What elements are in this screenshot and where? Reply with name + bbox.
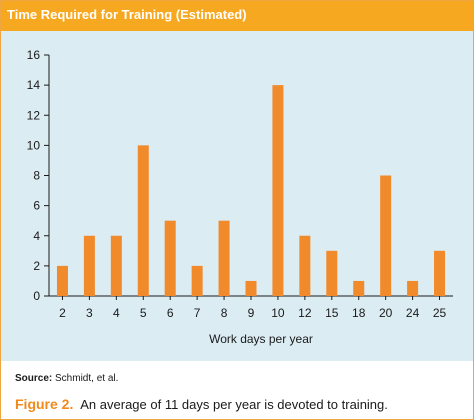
bar-15 <box>326 250 338 296</box>
y-tick-label-16: 16 <box>27 48 41 62</box>
x-tick-label-18: 18 <box>352 306 366 320</box>
y-tick-label-2: 2 <box>33 259 40 273</box>
x-tick-label-10: 10 <box>271 306 285 320</box>
bar-24 <box>407 280 419 296</box>
y-tick-label-4: 4 <box>33 229 40 243</box>
figure-caption: Figure 2. An average of 11 days per year… <box>15 396 388 412</box>
y-tick-label-12: 12 <box>27 108 41 122</box>
y-tick-label-10: 10 <box>27 138 41 152</box>
y-tick-label-6: 6 <box>33 199 40 213</box>
y-tick-label-14: 14 <box>27 78 41 92</box>
source-label: Source: <box>15 373 53 384</box>
x-tick-label-2: 2 <box>59 306 66 320</box>
x-axis-title: Work days per year <box>209 332 313 346</box>
x-tick-label-3: 3 <box>86 306 93 320</box>
caption-text: An average of 11 days per year is devote… <box>80 397 388 412</box>
x-tick-label-5: 5 <box>140 306 147 320</box>
bar-9 <box>245 280 257 296</box>
x-tick-label-15: 15 <box>325 306 339 320</box>
bar-5 <box>137 145 149 296</box>
x-tick-label-12: 12 <box>298 306 312 320</box>
bar-12 <box>299 235 311 296</box>
figure-label: Figure 2. <box>15 396 74 412</box>
x-tick-label-4: 4 <box>113 306 120 320</box>
x-tick-label-7: 7 <box>194 306 201 320</box>
x-tick-label-20: 20 <box>379 306 393 320</box>
x-tick-label-8: 8 <box>221 306 228 320</box>
x-tick-label-24: 24 <box>406 306 420 320</box>
y-tick-label-8: 8 <box>33 169 40 183</box>
chart-title: Time Required for Training (Estimated) <box>7 7 247 22</box>
source-note: Source: Schmidt, et al. <box>15 373 118 384</box>
bar-3 <box>83 235 95 296</box>
plot-panel: 0 2 4 6 8 10 12 14 16 2 3 4 5 6 7 8 9 10 12 15 18 20 24 25 Work … <box>1 31 473 361</box>
x-tick-label-6: 6 <box>167 306 174 320</box>
bar-10 <box>272 85 284 296</box>
bar-20 <box>380 175 392 296</box>
bar-7 <box>191 265 203 296</box>
y-tick-label-0: 0 <box>33 289 40 303</box>
bar-2 <box>56 265 68 296</box>
x-tick-label-9: 9 <box>248 306 255 320</box>
title-bar: Time Required for Training (Estimated) <box>1 1 473 31</box>
bar-8 <box>218 220 230 296</box>
x-tick-label-25: 25 <box>433 306 447 320</box>
bar-6 <box>164 220 176 296</box>
source-text: Schmidt, et al. <box>55 373 119 384</box>
bar-18 <box>353 280 365 296</box>
bar-25 <box>434 250 446 296</box>
bar-4 <box>110 235 122 296</box>
